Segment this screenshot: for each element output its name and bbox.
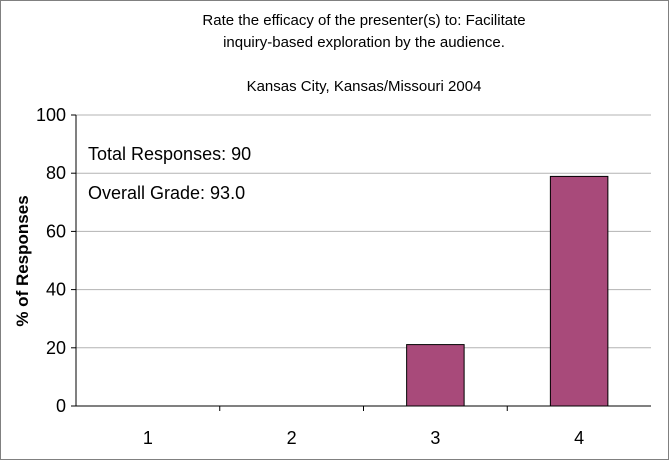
chart-title-line-1: Rate the efficacy of the presenter(s) to… [202,12,525,29]
bar-3 [406,344,465,407]
y-tick-label: 20 [46,338,66,358]
y-axis-ticks: 0 20 40 60 80 100 [36,105,76,416]
y-tick-label: 80 [46,163,66,183]
y-tick-label: 0 [56,396,66,416]
x-tick-label-2: 2 [287,428,297,448]
chart-subtitle: Kansas City, Kansas/Missouri 2004 [247,78,482,95]
y-tick-label: 60 [46,221,66,241]
x-tick-label-3: 3 [430,428,440,448]
annotation-total-responses: Total Responses: 90 [88,144,251,164]
y-tick-label: 40 [46,280,66,300]
y-tick-label: 100 [36,105,66,125]
x-tick-label-1: 1 [143,428,153,448]
bar-4 [549,175,609,407]
y-axis-label: % of Responses [13,195,32,326]
bars [406,175,609,407]
annotation-overall-grade: Overall Grade: 93.0 [88,183,245,203]
x-tick-label-4: 4 [574,428,584,448]
chart-title-line-2: inquiry-based exploration by the audienc… [223,34,505,51]
x-axis-ticks: 1 2 3 4 [143,406,584,448]
